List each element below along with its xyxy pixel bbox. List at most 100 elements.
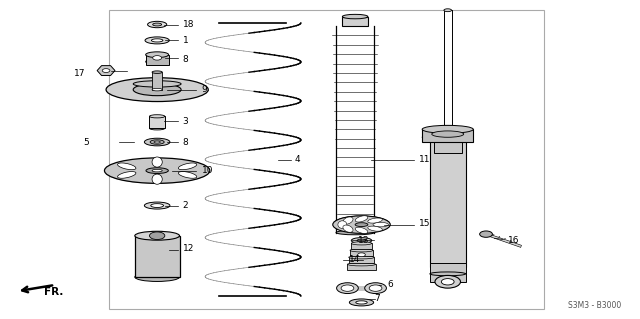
Text: 10: 10 <box>202 166 213 175</box>
Text: 9: 9 <box>202 85 207 94</box>
Ellipse shape <box>373 222 388 227</box>
Ellipse shape <box>151 204 164 207</box>
Text: 18: 18 <box>182 20 194 29</box>
Ellipse shape <box>368 218 382 223</box>
Ellipse shape <box>150 140 164 144</box>
Bar <box>348 286 376 291</box>
Bar <box>152 72 163 90</box>
Ellipse shape <box>153 23 162 26</box>
Bar <box>135 236 179 277</box>
Ellipse shape <box>365 283 387 293</box>
Ellipse shape <box>154 141 161 143</box>
Ellipse shape <box>104 158 210 183</box>
Circle shape <box>369 285 382 291</box>
Ellipse shape <box>356 301 367 304</box>
Bar <box>146 55 169 65</box>
Bar <box>350 250 373 256</box>
Ellipse shape <box>333 216 390 233</box>
Text: 2: 2 <box>182 201 188 210</box>
Text: 4: 4 <box>294 155 300 164</box>
Ellipse shape <box>368 226 382 231</box>
Ellipse shape <box>357 239 366 242</box>
Ellipse shape <box>349 256 374 259</box>
Bar <box>348 264 376 270</box>
Ellipse shape <box>434 126 462 130</box>
Ellipse shape <box>351 238 372 243</box>
Ellipse shape <box>343 225 353 232</box>
Bar <box>434 128 462 153</box>
Ellipse shape <box>106 78 208 101</box>
Text: 1: 1 <box>182 36 188 45</box>
Circle shape <box>479 231 492 237</box>
Ellipse shape <box>145 138 170 146</box>
Ellipse shape <box>430 272 466 276</box>
Ellipse shape <box>133 84 181 96</box>
Ellipse shape <box>133 81 181 87</box>
Ellipse shape <box>152 39 163 42</box>
Text: 8: 8 <box>182 55 188 64</box>
Ellipse shape <box>152 71 163 73</box>
Bar <box>349 257 374 263</box>
Ellipse shape <box>355 216 368 222</box>
Circle shape <box>341 285 354 291</box>
Ellipse shape <box>152 174 163 184</box>
Ellipse shape <box>422 125 473 133</box>
Text: 15: 15 <box>419 219 431 227</box>
Ellipse shape <box>355 223 368 226</box>
Text: 16: 16 <box>508 236 520 245</box>
Ellipse shape <box>343 217 353 224</box>
Ellipse shape <box>355 227 368 234</box>
Ellipse shape <box>152 88 163 91</box>
Ellipse shape <box>146 52 169 57</box>
Ellipse shape <box>337 283 358 293</box>
Text: 3: 3 <box>182 117 188 126</box>
Ellipse shape <box>338 221 347 228</box>
Text: 13: 13 <box>358 236 370 245</box>
Bar <box>351 243 372 249</box>
Circle shape <box>442 278 454 285</box>
Circle shape <box>358 253 365 257</box>
Ellipse shape <box>351 242 372 245</box>
Ellipse shape <box>118 163 136 170</box>
Circle shape <box>102 69 110 72</box>
Ellipse shape <box>152 157 163 167</box>
Text: 14: 14 <box>349 255 360 264</box>
Ellipse shape <box>336 230 374 235</box>
Ellipse shape <box>342 14 368 19</box>
Ellipse shape <box>179 172 196 178</box>
Ellipse shape <box>146 59 169 64</box>
Ellipse shape <box>434 151 462 155</box>
Text: 11: 11 <box>419 155 431 164</box>
Ellipse shape <box>432 131 464 137</box>
Bar <box>422 129 473 142</box>
Ellipse shape <box>135 231 179 240</box>
Ellipse shape <box>444 9 452 12</box>
Bar <box>430 128 466 268</box>
Ellipse shape <box>145 37 170 44</box>
Text: 7: 7 <box>374 294 380 303</box>
Bar <box>150 116 165 128</box>
Ellipse shape <box>135 272 179 281</box>
Ellipse shape <box>148 21 167 28</box>
Ellipse shape <box>435 275 461 288</box>
Ellipse shape <box>150 127 165 130</box>
Ellipse shape <box>152 169 163 172</box>
Text: 12: 12 <box>182 244 194 253</box>
Ellipse shape <box>349 299 374 306</box>
Ellipse shape <box>348 263 376 266</box>
Ellipse shape <box>118 172 136 178</box>
Ellipse shape <box>350 249 373 252</box>
Ellipse shape <box>153 56 162 60</box>
Ellipse shape <box>145 202 170 209</box>
Text: 17: 17 <box>74 69 86 78</box>
Text: 6: 6 <box>387 280 393 289</box>
Ellipse shape <box>146 168 168 174</box>
Polygon shape <box>97 66 115 76</box>
Bar <box>109 10 543 309</box>
Text: 8: 8 <box>182 137 188 146</box>
Text: FR.: FR. <box>44 287 63 297</box>
Bar <box>342 17 368 26</box>
Text: 5: 5 <box>84 137 90 146</box>
Ellipse shape <box>422 133 473 141</box>
Bar <box>430 263 466 282</box>
